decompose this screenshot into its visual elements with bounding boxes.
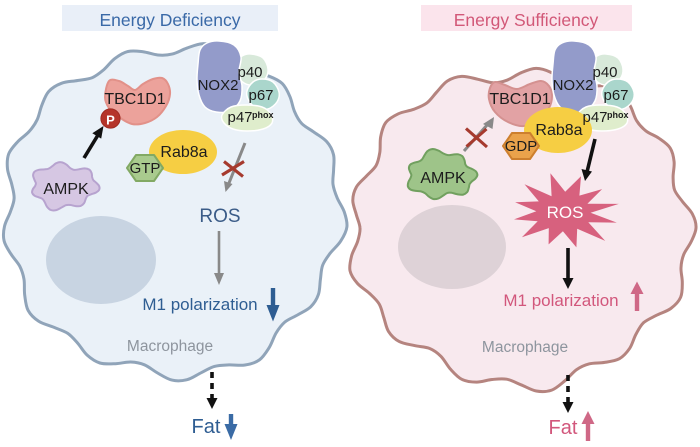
- svg-text:M1 polarization: M1 polarization: [142, 295, 257, 314]
- svg-text:Energy Sufficiency: Energy Sufficiency: [454, 10, 599, 30]
- svg-text:p40: p40: [237, 64, 262, 81]
- svg-text:TBC1D1: TBC1D1: [104, 91, 165, 108]
- svg-text:AMPK: AMPK: [420, 170, 466, 187]
- svg-text:M1 polarization: M1 polarization: [503, 291, 618, 310]
- svg-text:NOX2: NOX2: [198, 77, 239, 94]
- svg-text:Macrophage: Macrophage: [482, 339, 568, 356]
- svg-text:p67: p67: [248, 87, 273, 104]
- svg-text:ROS: ROS: [547, 203, 584, 222]
- svg-text:P: P: [106, 113, 115, 128]
- svg-text:GTP: GTP: [130, 160, 161, 177]
- svg-text:TBC1D1: TBC1D1: [489, 91, 550, 108]
- svg-text:Fat: Fat: [192, 416, 221, 438]
- svg-text:p47: p47: [227, 109, 252, 126]
- svg-text:GDP: GDP: [505, 138, 538, 155]
- svg-text:phox: phox: [252, 110, 274, 120]
- svg-text:Rab8a: Rab8a: [535, 122, 582, 139]
- svg-text:ROS: ROS: [199, 206, 240, 227]
- svg-text:AMPK: AMPK: [43, 181, 89, 198]
- svg-text:Macrophage: Macrophage: [127, 338, 213, 355]
- svg-text:Energy Deficiency: Energy Deficiency: [99, 10, 240, 30]
- svg-text:Rab8a: Rab8a: [160, 144, 207, 161]
- svg-text:Fat: Fat: [549, 417, 578, 439]
